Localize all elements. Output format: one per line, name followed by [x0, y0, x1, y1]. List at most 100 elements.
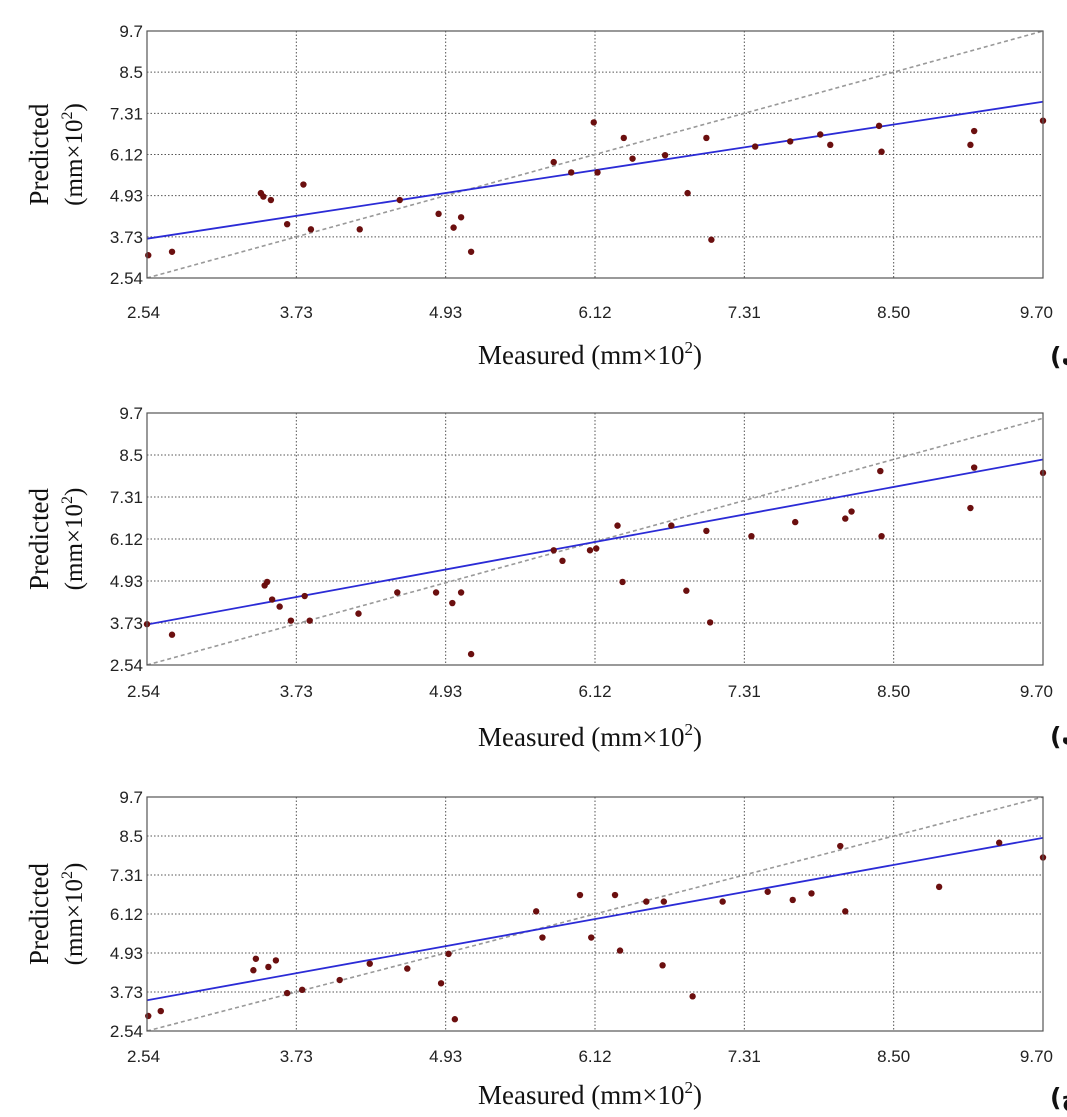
data-point	[576, 891, 584, 899]
data-point	[619, 578, 626, 586]
y-axis-label-line2: (mm×102)	[59, 488, 88, 591]
data-point	[532, 908, 540, 915]
data-point	[307, 226, 315, 233]
x-tick-label: 3.73	[280, 1047, 313, 1066]
data-point	[550, 547, 557, 554]
x-tick-label: 6.12	[578, 303, 611, 322]
y-tick-label: 2.54	[110, 1022, 143, 1041]
data-point	[550, 158, 557, 166]
x-tick-label: 9.70	[1020, 303, 1053, 322]
x-tick-label: 2.54	[127, 303, 160, 322]
x-axis-label: Measured (mm×102)	[478, 1078, 702, 1110]
data-point	[751, 143, 759, 150]
y-axis-label-line2: (mm×102)	[59, 103, 88, 206]
data-point	[394, 589, 401, 596]
x-tick-label: 4.93	[429, 682, 462, 701]
data-point	[467, 650, 475, 658]
data-point	[611, 891, 619, 899]
data-point	[789, 896, 796, 904]
y-axis-label-line2: (mm×102)	[59, 863, 88, 966]
data-point	[301, 592, 308, 600]
data-point	[660, 898, 668, 905]
chart-panel-1: 2.54 3.73 4.93 6.12 7.31 8.50 9.70 2.54 3.73 4.93…	[24, 22, 1067, 371]
data-point	[336, 976, 343, 984]
data-point	[668, 522, 675, 529]
data-point	[616, 947, 624, 954]
data-point	[706, 619, 714, 626]
data-point	[268, 596, 276, 603]
data-point	[586, 547, 594, 554]
data-point	[457, 214, 465, 221]
data-point	[356, 226, 363, 233]
y-tick-label: 7.31	[110, 488, 143, 507]
y-tick-label: 2.54	[110, 269, 143, 288]
data-point	[967, 504, 974, 512]
x-axis-label: Measured (mm×102)	[478, 338, 702, 370]
x-tick-label: 7.31	[728, 682, 761, 701]
y-tick-label: 2.54	[110, 656, 143, 675]
data-point	[272, 957, 280, 964]
y-axis-label-line1: Predicted	[24, 488, 54, 590]
data-point	[355, 610, 362, 617]
data-point	[267, 196, 275, 204]
x-tick-label: 2.54	[127, 1047, 160, 1066]
data-point	[145, 252, 152, 259]
x-tick-label: 8.50	[877, 303, 910, 322]
plot-frame	[146, 30, 1044, 279]
data-point	[683, 587, 690, 594]
data-point	[306, 617, 313, 624]
data-point	[252, 955, 260, 962]
data-point	[878, 532, 885, 540]
x-tick-label: 4.93	[429, 303, 462, 322]
y-tick-label: 3.73	[110, 983, 143, 1002]
data-point	[287, 617, 295, 624]
data-point	[283, 220, 291, 228]
y-tick-label: 3.73	[110, 228, 143, 247]
panel-tag: (الف)	[1050, 342, 1067, 371]
data-point	[250, 967, 257, 974]
y-axis-label-line1: Predicted	[24, 103, 54, 205]
identity-line	[147, 31, 1043, 278]
x-tick-label: 9.70	[1020, 682, 1053, 701]
y-tick-label: 7.31	[110, 104, 143, 123]
chart-panel-2: 2.54 3.73 4.93 6.12 7.31 8.50 9.70 2.54 3.73 4.93…	[24, 404, 1067, 752]
data-point	[568, 169, 575, 176]
y-tick-label: 9.7	[119, 788, 143, 807]
data-point	[689, 993, 696, 1000]
data-point	[263, 578, 271, 586]
x-tick-label: 9.70	[1020, 1047, 1053, 1066]
data-point	[404, 965, 411, 972]
data-point	[559, 557, 566, 565]
data-point	[719, 898, 726, 905]
y-tick-label: 4.93	[110, 944, 143, 963]
data-point	[445, 950, 452, 958]
data-point	[787, 138, 794, 145]
data-point	[265, 963, 272, 971]
data-point	[684, 189, 691, 197]
y-tick-label: 8.5	[119, 446, 143, 465]
data-point	[588, 934, 595, 941]
data-point	[437, 980, 445, 987]
chart-panel-3: 2.54 3.73 4.93 6.12 7.31 8.50 9.70 2.54 3.73 4.93…	[24, 788, 1067, 1113]
data-point	[935, 883, 943, 891]
data-point	[878, 148, 885, 155]
x-tick-label: 3.73	[280, 303, 313, 322]
x-axis-label: Measured (mm×102)	[478, 720, 702, 752]
data-point	[283, 989, 291, 997]
data-point	[620, 134, 627, 142]
data-point	[970, 464, 978, 471]
data-point	[827, 141, 834, 149]
data-point	[808, 890, 815, 897]
data-point	[168, 248, 176, 255]
data-point	[967, 141, 974, 149]
data-point	[300, 181, 307, 188]
data-point	[659, 962, 666, 969]
y-tick-label: 6.12	[110, 146, 143, 165]
x-tick-label: 2.54	[127, 682, 160, 701]
data-point	[539, 934, 546, 941]
identity-line	[147, 797, 1043, 1031]
x-tick-label: 8.50	[877, 682, 910, 701]
data-point	[590, 119, 597, 126]
panel-tag: (ج)	[1050, 1083, 1067, 1113]
